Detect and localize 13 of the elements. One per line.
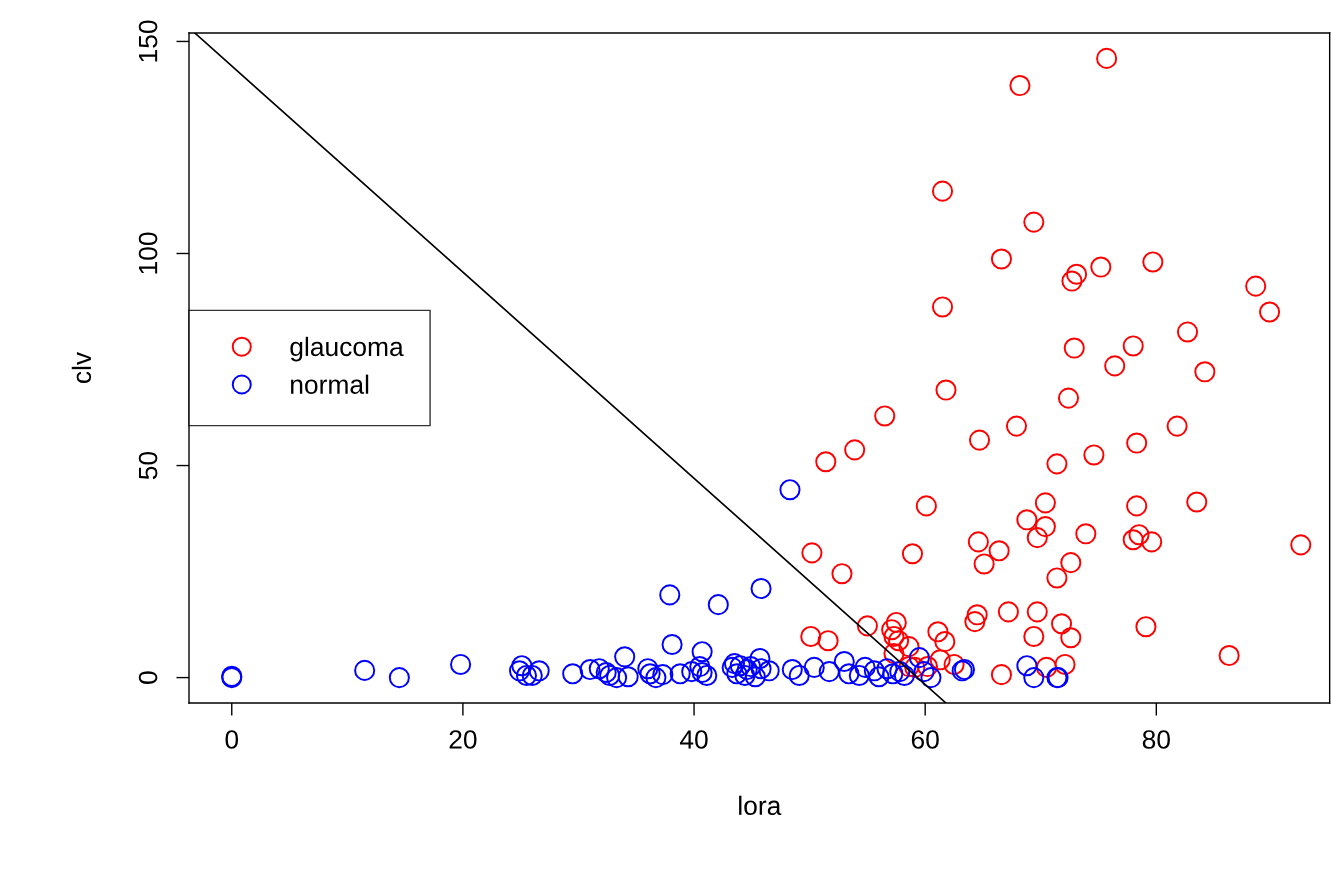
x-tick-label: 80 [1142,730,1170,749]
x-tick-label: 60 [911,730,939,749]
legend-label: normal [291,374,369,394]
x-tick-label: 20 [449,730,477,749]
x-tick-label: 40 [679,730,708,749]
x-axis-title: lora [739,795,782,816]
y-tick-label: 150 [138,20,158,62]
x-tick-label: 0 [225,730,239,749]
y-tick-label: 100 [138,232,158,274]
legend-label: glaucoma [290,336,404,362]
y-tick-label: 50 [138,451,158,480]
y-tick-label: 0 [138,671,158,684]
y-axis-title: clv [71,351,92,383]
